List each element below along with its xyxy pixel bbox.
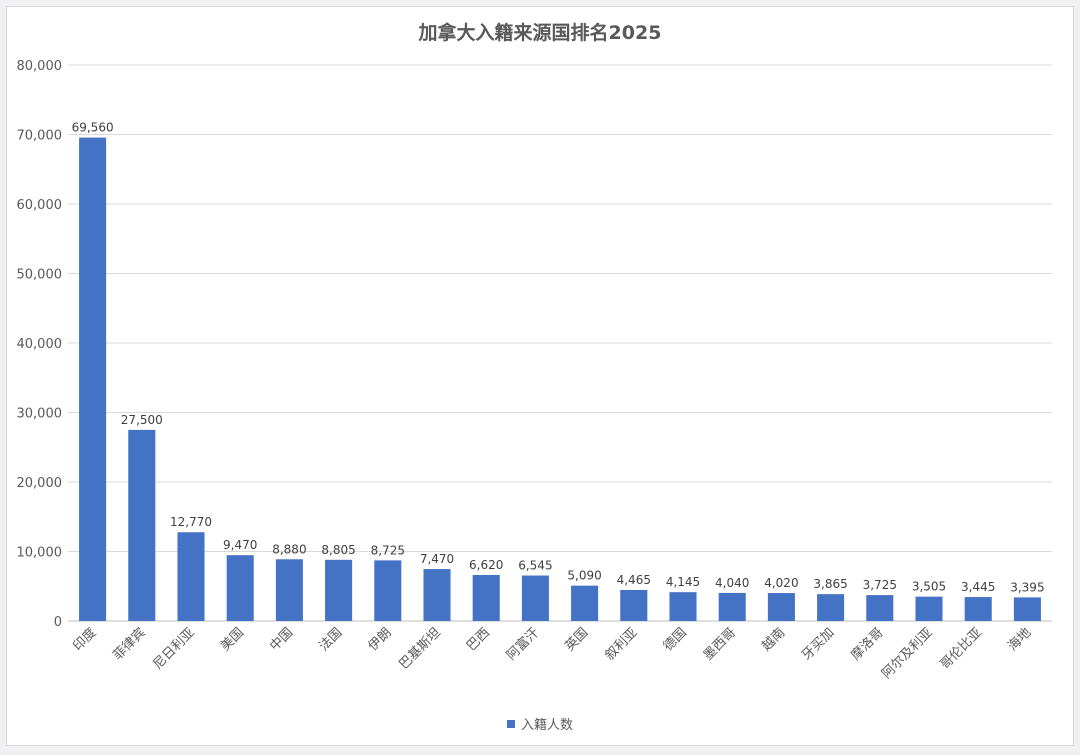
x-tick-label: 牙买加 [799, 625, 837, 663]
y-tick-label: 0 [54, 615, 62, 630]
chart-frame [6, 6, 1074, 746]
x-tick-label: 阿富汗 [503, 625, 542, 664]
bar [521, 575, 549, 621]
y-tick-label: 70,000 [17, 129, 63, 144]
x-tick-label: 巴西 [464, 625, 493, 654]
bar [374, 560, 402, 621]
data-label: 3,445 [961, 580, 995, 594]
bar [325, 559, 353, 621]
y-tick-label: 20,000 [17, 476, 63, 491]
data-label: 7,470 [420, 552, 454, 566]
y-tick-label: 30,000 [17, 407, 63, 422]
x-tick-label: 巴基斯坦 [396, 625, 443, 672]
legend-label: 入籍人数 [520, 718, 573, 733]
x-tick-label: 哥伦比亚 [938, 625, 985, 672]
bar [964, 597, 992, 621]
data-label: 4,020 [764, 576, 798, 590]
bar [1013, 597, 1041, 621]
x-tick-label: 阿尔及利亚 [879, 625, 936, 682]
x-tick-label: 叙利亚 [602, 625, 640, 663]
bar [423, 569, 451, 621]
legend-swatch [506, 719, 515, 728]
x-tick-label: 美国 [218, 625, 247, 654]
bar [817, 594, 845, 621]
bar [177, 532, 205, 621]
data-label: 3,505 [912, 580, 946, 594]
bar [472, 574, 500, 621]
x-tick-label: 尼日利亚 [150, 625, 197, 672]
data-label: 6,620 [469, 558, 503, 572]
y-tick-label: 40,000 [17, 337, 63, 352]
bar [915, 596, 943, 621]
y-tick-label: 10,000 [17, 546, 63, 561]
x-tick-label: 摩洛哥 [848, 625, 887, 664]
x-tick-label: 墨西哥 [701, 625, 739, 663]
x-tick-label: 中国 [267, 625, 296, 654]
y-tick-label: 50,000 [17, 268, 63, 283]
data-label: 4,040 [715, 576, 749, 590]
data-label: 4,145 [666, 575, 700, 589]
x-tick-label: 越南 [759, 625, 789, 655]
x-tick-label: 英国 [562, 625, 591, 654]
data-label: 8,725 [371, 543, 405, 557]
bar [718, 592, 746, 621]
data-label: 4,465 [617, 573, 651, 587]
bar [226, 555, 254, 621]
data-label: 8,880 [272, 542, 306, 556]
data-label: 3,395 [1010, 580, 1044, 594]
bar [620, 589, 648, 621]
data-label: 12,770 [170, 515, 212, 529]
bar [79, 137, 107, 622]
data-label: 8,805 [321, 543, 355, 557]
y-tick-label: 60,000 [17, 198, 63, 213]
legend: 入籍人数 [0, 714, 1080, 733]
bar [767, 593, 795, 621]
x-tick-label: 菲律宾 [110, 625, 149, 664]
x-tick-label: 海地 [1005, 625, 1034, 654]
x-tick-label: 德国 [661, 625, 690, 654]
x-tick-label: 法国 [316, 625, 345, 654]
bar [128, 429, 156, 621]
bar [866, 595, 894, 621]
data-label: 69,560 [72, 121, 114, 135]
bar [571, 585, 599, 621]
data-label: 5,090 [567, 569, 601, 583]
bar [275, 559, 303, 621]
data-label: 9,470 [223, 538, 257, 552]
data-label: 6,545 [518, 559, 552, 573]
data-label: 3,865 [813, 577, 847, 591]
data-label: 27,500 [121, 413, 163, 427]
x-tick-label: 印度 [70, 625, 100, 655]
data-label: 3,725 [863, 578, 897, 592]
bar [669, 592, 697, 621]
chart-title: 加拿大入籍来源国排名2025 [418, 22, 662, 44]
x-tick-label: 伊朗 [366, 625, 395, 654]
y-tick-label: 80,000 [17, 59, 63, 74]
